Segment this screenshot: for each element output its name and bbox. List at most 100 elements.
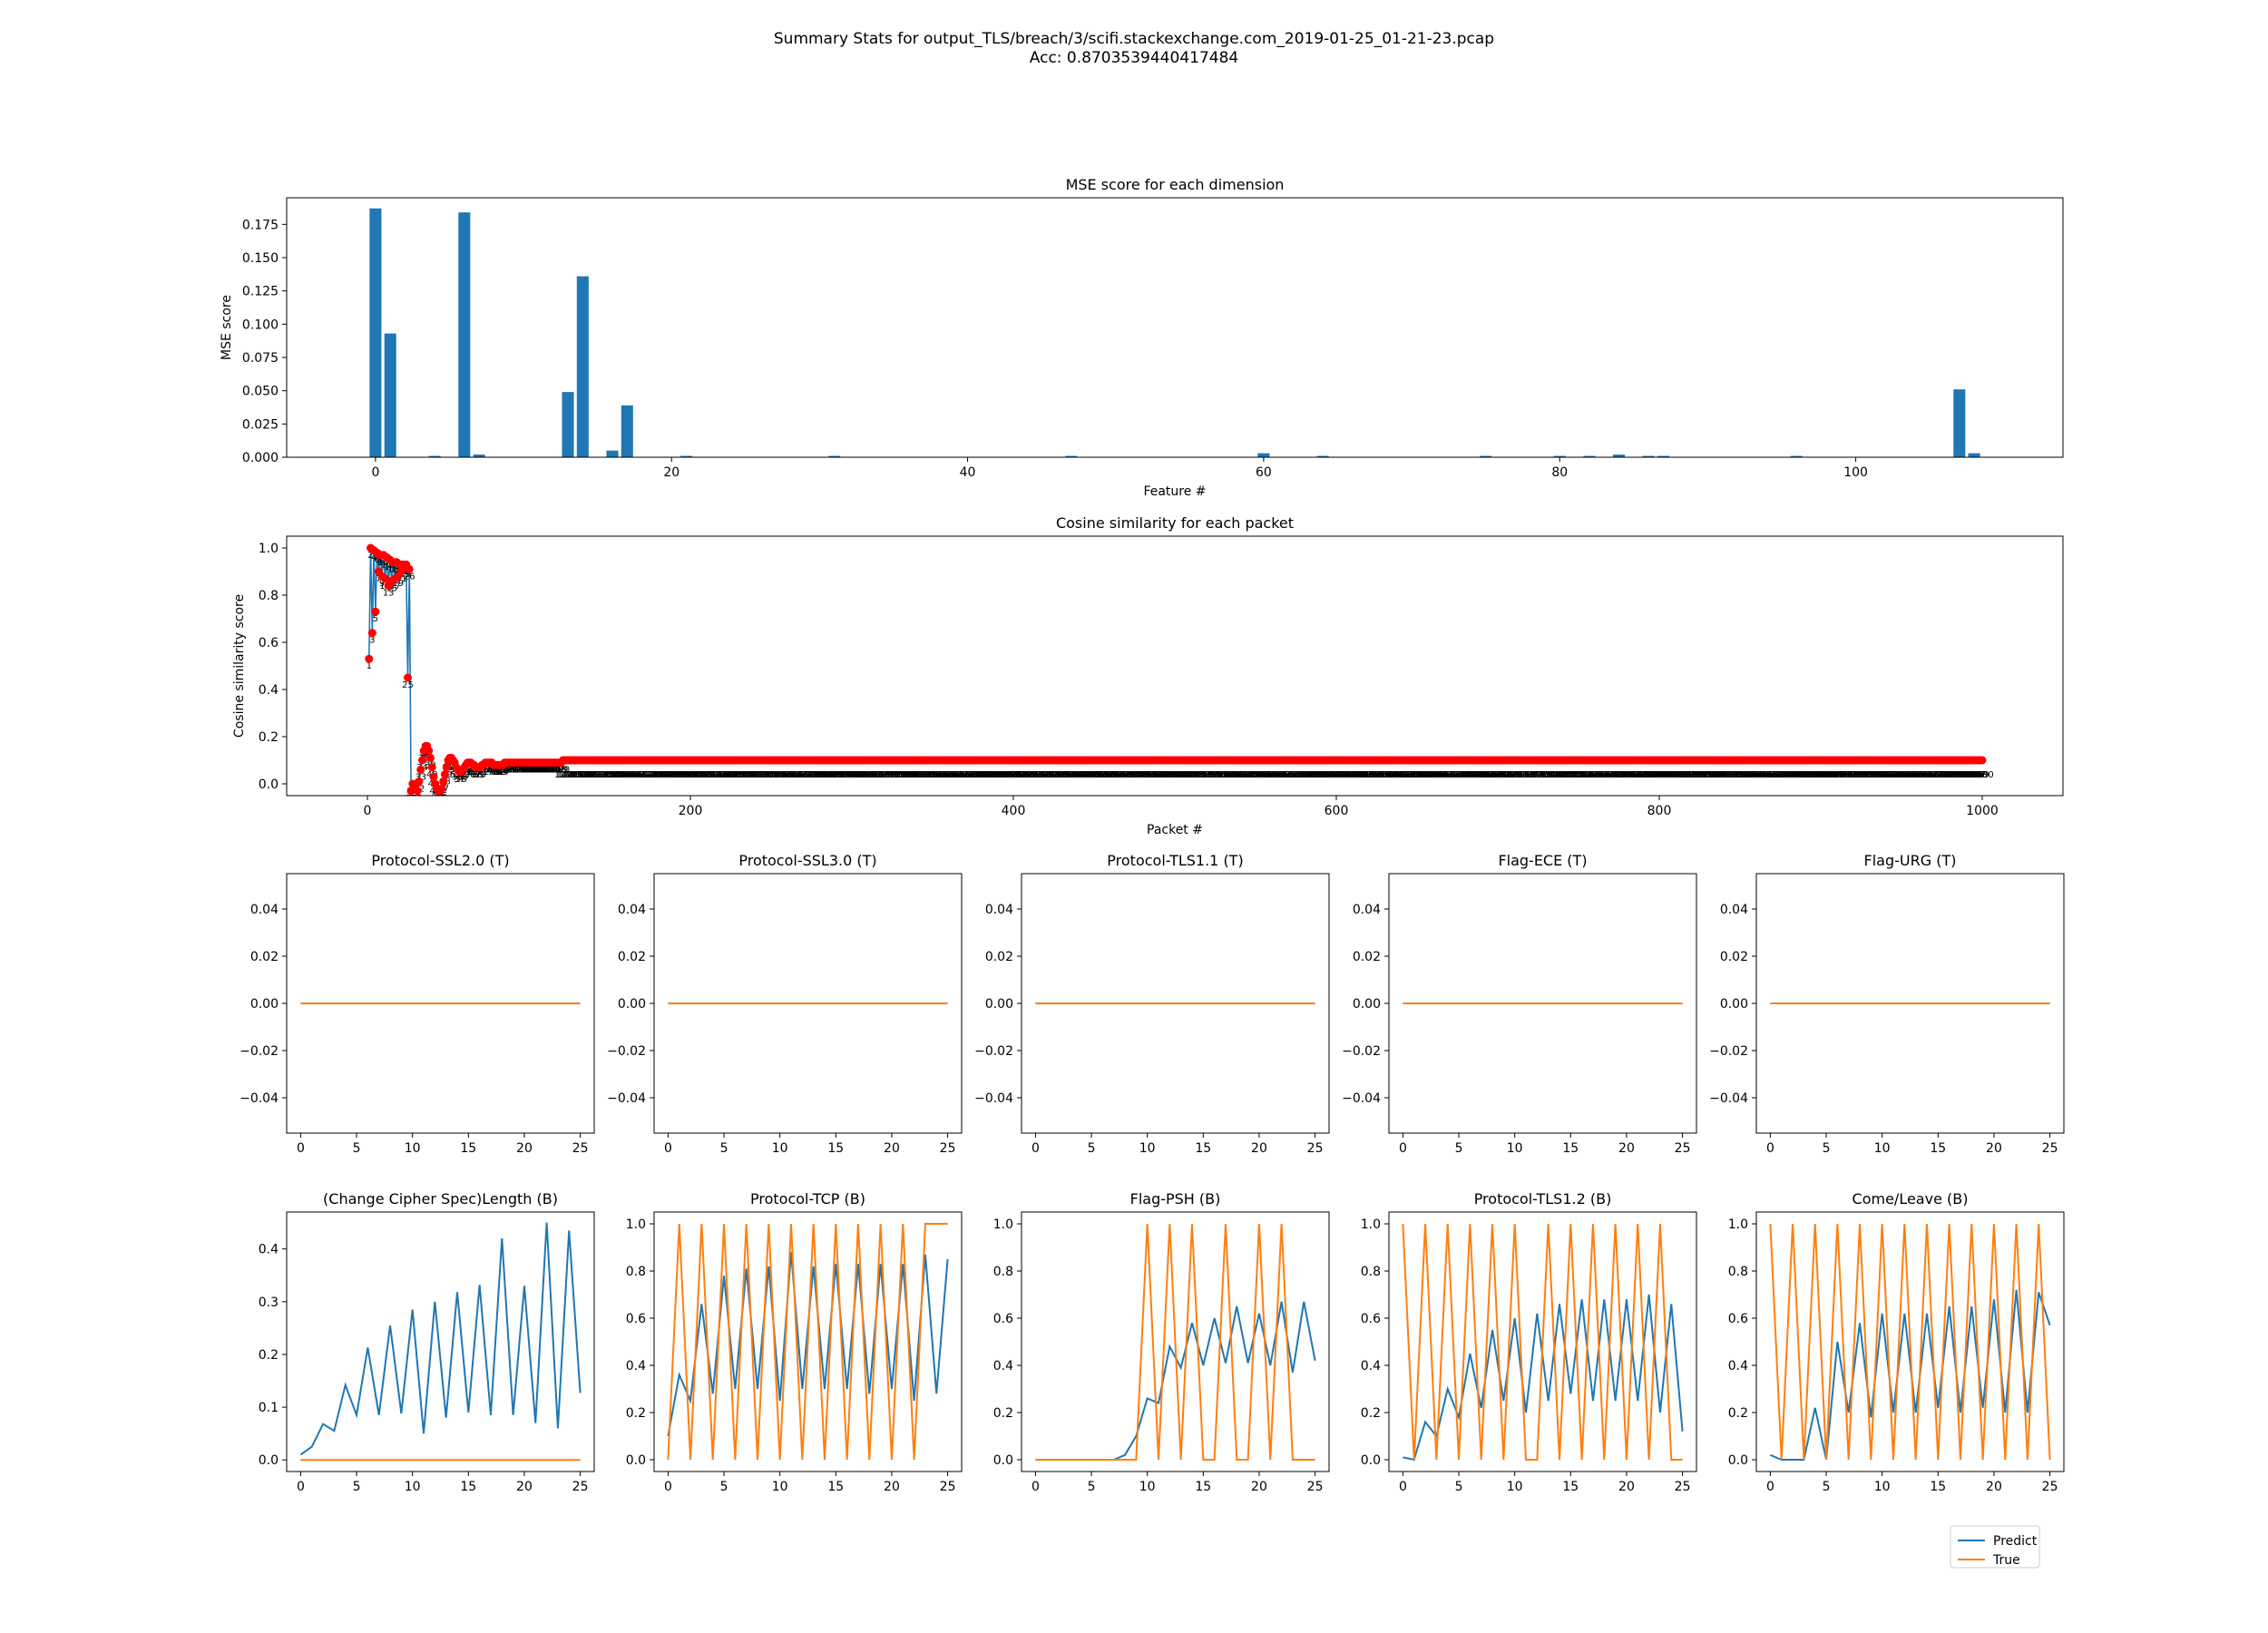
point-label: 385: [981, 770, 998, 780]
point-label: 444: [1076, 770, 1093, 780]
point-label: 915: [1836, 770, 1853, 780]
y-tick-label: 0.04: [1353, 903, 1381, 917]
point-label: 845: [1724, 770, 1741, 780]
point-label: 398: [1002, 770, 1019, 780]
bar: [621, 405, 633, 457]
point-label: 360: [940, 770, 957, 780]
point-label: 629: [1374, 770, 1392, 780]
axes-frame: [1755, 873, 2065, 1134]
bar: [1657, 455, 1669, 457]
point-label: 604: [1334, 770, 1352, 780]
x-tick-label: 10: [1507, 1480, 1523, 1494]
bar: [1612, 455, 1626, 457]
point-label: 712: [1509, 770, 1526, 780]
point-label: 919: [1843, 770, 1860, 780]
point-label: 273: [799, 770, 816, 780]
point-label: 364: [946, 770, 963, 780]
point-label: 14: [385, 562, 396, 572]
bar: [384, 333, 396, 457]
point-label: 187: [660, 770, 678, 780]
point-label: 317: [871, 770, 888, 780]
point-label: 397: [1000, 770, 1017, 780]
chart-title: Cosine similarity for each packet: [1056, 514, 1294, 532]
point-label: 216: [708, 770, 725, 780]
plot-area: [369, 208, 1980, 457]
point-label: 243: [751, 770, 768, 780]
point-label: 550: [1246, 770, 1264, 780]
y-tick-label: 0.025: [242, 417, 279, 432]
point-label: 90: [507, 766, 519, 776]
point-label: 804: [1657, 770, 1675, 780]
point-label: 115: [544, 766, 562, 776]
point-label: 631: [1378, 770, 1395, 780]
point-label: 146: [594, 770, 611, 780]
point-label: 895: [1804, 770, 1822, 780]
point-label: 986: [1951, 770, 1969, 780]
point-label: 928: [1857, 770, 1874, 780]
point-label: 823: [1687, 770, 1705, 780]
point-label: 222: [718, 770, 735, 780]
point-label: 334: [898, 770, 915, 780]
point-label: 134: [575, 770, 592, 780]
axes-frame: [1021, 1211, 1330, 1472]
point-label: 835: [1707, 770, 1725, 780]
point-label: 711: [1507, 770, 1524, 780]
point-label: 722: [1525, 770, 1542, 780]
y-tick-label: 0.0: [259, 777, 279, 792]
point-label: 558: [1260, 770, 1277, 780]
point-label: 974: [1931, 770, 1949, 780]
chart-tls12: Protocol-TLS1.2 (B) 0 5 10 15 20 25 0.0 0.2 0.4 0.…: [1361, 1190, 1697, 1494]
point-label: 783: [1623, 770, 1640, 780]
point-label: 479: [1132, 770, 1149, 780]
point-label: 186: [660, 770, 677, 780]
point-label: 481: [1136, 770, 1153, 780]
point-label: 793: [1639, 770, 1657, 780]
point-label: 907: [1823, 770, 1841, 780]
point-label: 533: [1219, 770, 1237, 780]
point-label: 24: [400, 567, 412, 577]
point-label: 572: [1283, 770, 1300, 780]
point-label: 363: [945, 770, 963, 780]
point-label: 765: [1594, 770, 1611, 780]
axes-frame: [1755, 1211, 2065, 1472]
point-label: 263: [784, 770, 801, 780]
y-tick-label: 0.4: [1361, 1359, 1381, 1374]
point-label: 197: [677, 770, 694, 780]
point-label: 499: [1165, 770, 1182, 780]
bar: [576, 276, 589, 457]
point-label: 227: [726, 770, 743, 780]
point-label: 624: [1366, 770, 1383, 780]
y-tick-label: 0.04: [1720, 903, 1748, 917]
point-label: 167: [629, 770, 646, 780]
point-label: 244: [753, 770, 770, 780]
x-tick-label: 25: [1307, 1480, 1324, 1494]
point-label: 781: [1620, 770, 1637, 780]
point-label: 79: [489, 768, 501, 777]
point-label: 811: [1668, 770, 1686, 780]
point-label: 376: [966, 770, 983, 780]
point-label: 438: [1066, 770, 1083, 780]
point-label: 867: [1759, 770, 1776, 780]
x-tick-label: 15: [1562, 1141, 1579, 1156]
point-label: 198: [679, 770, 696, 780]
point-label: 630: [1376, 770, 1393, 780]
x-tick-label: 0: [1399, 1480, 1407, 1494]
point-label: 618: [1356, 770, 1374, 780]
point-label: 377: [968, 770, 985, 780]
point-label: 491: [1151, 770, 1168, 780]
point-label: 699: [1488, 770, 1505, 780]
point-label: 705: [1497, 770, 1514, 780]
point-label: 958: [1906, 770, 1923, 780]
axes-frame: [286, 873, 595, 1134]
point-label: 921: [1846, 770, 1863, 780]
point-label: 708: [1502, 770, 1520, 780]
point-label: 17: [389, 582, 401, 592]
point-label: 213: [703, 770, 720, 780]
point-label: 483: [1139, 770, 1156, 780]
y-tick-label: 0.8: [626, 1265, 646, 1279]
point-label: 809: [1665, 770, 1682, 780]
y-tick-label: 0.02: [1720, 950, 1748, 964]
point-label: 956: [1902, 770, 1920, 780]
y-tick-label: 0.8: [993, 1265, 1013, 1279]
point-label: 448: [1082, 770, 1100, 780]
